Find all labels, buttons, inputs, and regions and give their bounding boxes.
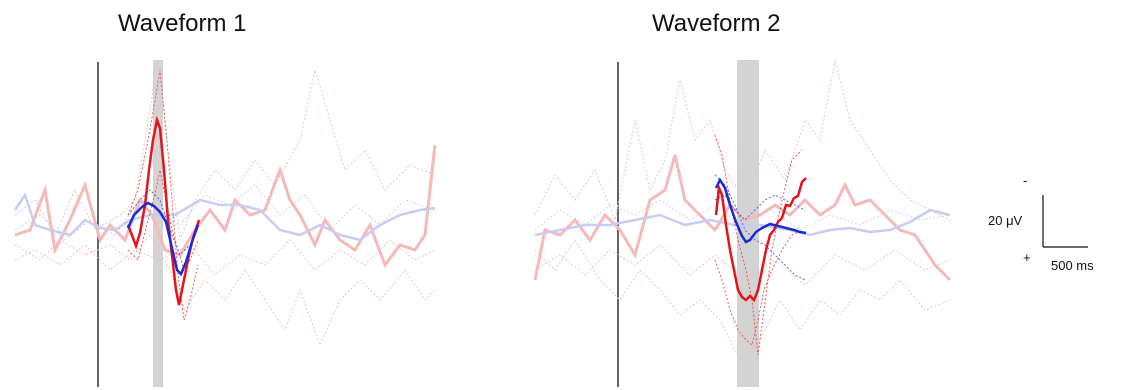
waveform-2-panel bbox=[533, 59, 952, 387]
scale-bar bbox=[1042, 195, 1088, 248]
scale-bar-time-label: 500 ms bbox=[1051, 258, 1094, 273]
faded-red-trace bbox=[14, 144, 437, 269]
faded-blue-trace bbox=[13, 192, 436, 242]
faded-dotted-trace bbox=[534, 59, 951, 222]
analysis-window-1 bbox=[153, 60, 163, 387]
faded-dotted-trace bbox=[534, 244, 951, 286]
blue-dotted-envelope bbox=[127, 189, 199, 256]
scale-bar-positive-sign: + bbox=[1023, 250, 1031, 265]
scale-bar-amplitude-label: 20 μV bbox=[988, 213, 1023, 228]
blue-highlight-trace bbox=[714, 177, 807, 244]
faded-dotted-trace bbox=[14, 234, 436, 347]
scale-bar-negative-sign: - bbox=[1023, 173, 1028, 188]
analysis-window-2 bbox=[737, 60, 759, 387]
red-highlight-trace bbox=[714, 177, 807, 303]
blue-highlight-trace bbox=[126, 201, 200, 277]
red-highlight-trace bbox=[126, 115, 201, 306]
faded-blue-trace bbox=[534, 208, 951, 237]
faded-dotted-trace bbox=[534, 239, 951, 361]
panel-1-title: Waveform 1 bbox=[118, 10, 247, 37]
waveform-1-panel bbox=[13, 59, 437, 387]
faded-dotted-trace bbox=[534, 199, 951, 231]
red-dotted-envelope bbox=[127, 69, 199, 321]
faded-dotted-trace bbox=[14, 239, 436, 276]
faded-dotted-trace bbox=[14, 184, 436, 241]
red-dotted-envelope bbox=[714, 134, 803, 356]
faded-dotted-trace bbox=[14, 59, 436, 241]
panel-2-title: Waveform 2 bbox=[652, 10, 781, 37]
faded-red-trace bbox=[533, 154, 952, 282]
blue-dotted-envelope bbox=[714, 174, 806, 281]
red-dotted-envelope bbox=[714, 229, 803, 346]
